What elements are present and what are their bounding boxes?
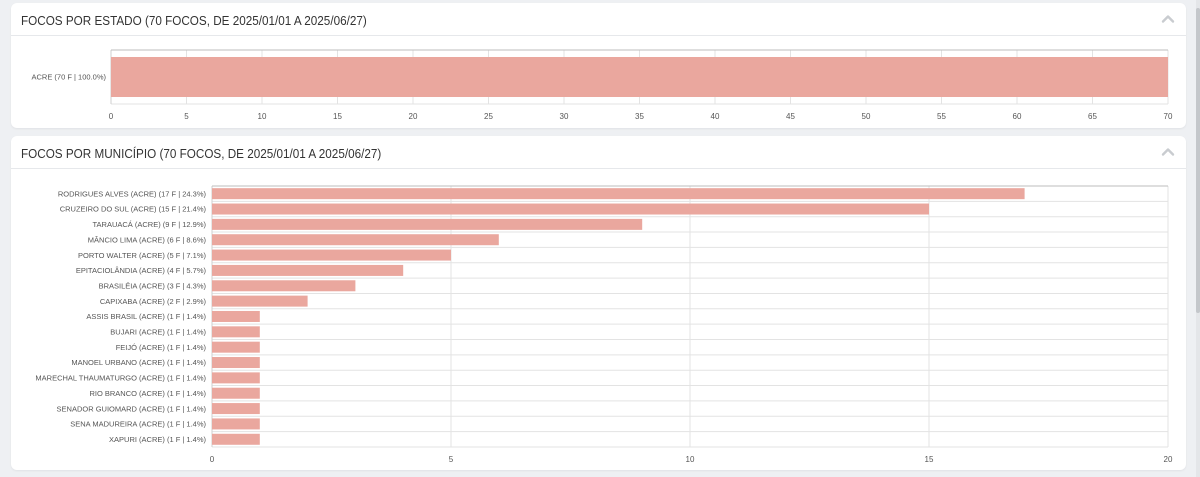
x-tick-label: 35 (635, 112, 644, 121)
bar[interactable] (212, 433, 260, 445)
x-tick-label: 20 (1164, 455, 1173, 464)
x-tick-label: 55 (937, 112, 946, 121)
bar[interactable] (212, 218, 643, 230)
bar[interactable] (212, 341, 260, 353)
category-label: MANOEL URBANO (ACRE) (1 F | 1.4%) (71, 358, 206, 367)
category-label: EPITACIOLÂNDIA (ACRE) (4 F | 5.7%) (76, 266, 207, 275)
category-label: BRASILÉIA (ACRE) (3 F | 4.3%) (99, 281, 207, 290)
chart-estado: 0 5 10 15 20 25 30 35 40 45 50 55 60 65 70 ACRE (70 F |… (32, 49, 1173, 121)
category-label: RIO BRANCO (ACRE) (1 F | 1.4%) (89, 389, 206, 398)
x-tick-label: 0 (109, 112, 114, 121)
category-label: CRUZEIRO DO SUL (ACRE) (15 F | 21.4%) (60, 205, 207, 214)
x-tick-label: 65 (1088, 112, 1097, 121)
panel-focos-por-municipio: FOCOS POR MUNICÍPIO (70 FOCOS, DE 2025/0… (11, 136, 1186, 470)
x-tick-label: 70 (1164, 112, 1173, 121)
category-label: PORTO WALTER (ACRE) (5 F | 7.1%) (78, 251, 206, 260)
category-label: ASSIS BRASIL (ACRE) (1 F | 1.4%) (86, 312, 206, 321)
bar[interactable] (212, 280, 356, 292)
bar[interactable] (212, 372, 260, 384)
bar[interactable] (212, 326, 260, 338)
panel-focos-por-estado: FOCOS POR ESTADO (70 FOCOS, DE 2025/01/0… (11, 3, 1186, 128)
bar[interactable] (212, 264, 404, 276)
category-label: CAPIXABA (ACRE) (2 F | 2.9%) (100, 297, 207, 306)
category-label: BUJARI (ACRE) (1 F | 1.4%) (110, 328, 206, 337)
chart-municipio: 0 5 10 15 20 RODRIGUES ALVES (ACRE) (17 F | 2… (35, 185, 1173, 464)
bar[interactable] (212, 403, 260, 415)
bar[interactable] (212, 188, 1025, 200)
panel-header: FOCOS POR MUNICÍPIO (70 FOCOS, DE 2025/0… (11, 136, 1186, 169)
category-label: SENADOR GUIOMARD (ACRE) (1 F | 1.4%) (57, 404, 207, 413)
category-label: MARECHAL THAUMATURGO (ACRE) (1 F | 1.4%) (35, 374, 206, 383)
chevron-up-icon[interactable] (1160, 144, 1176, 160)
x-tick-label: 60 (1013, 112, 1022, 121)
bar[interactable] (212, 234, 499, 246)
x-tick-label: 25 (484, 112, 493, 121)
category-label: FEIJÓ (ACRE) (1 F | 1.4%) (116, 343, 207, 352)
x-tick-label: 0 (210, 455, 215, 464)
bar[interactable] (111, 57, 1168, 97)
bar[interactable] (212, 310, 260, 322)
x-tick-label: 20 (409, 112, 418, 121)
bar[interactable] (212, 418, 260, 430)
bar[interactable] (212, 203, 929, 215)
panel-title: FOCOS POR ESTADO (70 FOCOS, DE 2025/01/0… (21, 13, 367, 28)
category-label: SENA MADUREIRA (ACRE) (1 F | 1.4%) (70, 420, 206, 429)
category-label: XAPURI (ACRE) (1 F | 1.4%) (109, 435, 206, 444)
bar[interactable] (212, 387, 260, 399)
chevron-up-icon[interactable] (1160, 11, 1176, 27)
category-label: MÂNCIO LIMA (ACRE) (6 F | 8.6%) (88, 235, 207, 244)
x-tick-label: 5 (184, 112, 189, 121)
x-tick-label: 15 (925, 455, 934, 464)
x-tick-label: 10 (258, 112, 267, 121)
bar[interactable] (212, 295, 308, 307)
x-tick-label: 10 (686, 455, 695, 464)
x-tick-label: 50 (862, 112, 871, 121)
bar[interactable] (212, 249, 451, 261)
panel-header: FOCOS POR ESTADO (70 FOCOS, DE 2025/01/0… (11, 3, 1186, 36)
bar[interactable] (212, 357, 260, 369)
page-scrollbar[interactable] (1196, 0, 1200, 477)
x-tick-label: 15 (333, 112, 342, 121)
category-label: RODRIGUES ALVES (ACRE) (17 F | 24.3%) (58, 189, 207, 198)
panel-title: FOCOS POR MUNICÍPIO (70 FOCOS, DE 2025/0… (21, 146, 382, 161)
category-label: ACRE (70 F | 100.0%) (32, 73, 107, 82)
x-tick-label: 40 (711, 112, 720, 121)
x-tick-label: 45 (786, 112, 795, 121)
category-label: TARAUACÁ (ACRE) (9 F | 12.9%) (93, 220, 207, 229)
x-tick-label: 5 (449, 455, 454, 464)
scrollbar-thumb[interactable] (1196, 8, 1200, 313)
x-tick-label: 30 (560, 112, 569, 121)
